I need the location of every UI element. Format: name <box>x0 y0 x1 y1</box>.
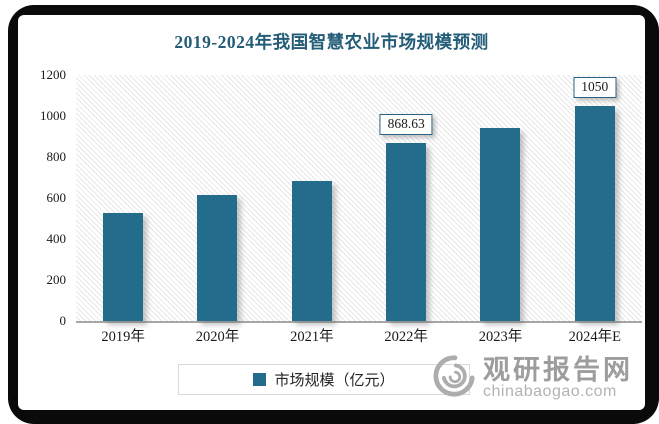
bar-2022年 <box>386 142 427 321</box>
x-axis-label-2020年: 2020年 <box>195 329 240 345</box>
x-axis-label-2022年: 2022年 <box>384 329 428 345</box>
y-axis-tick-1200: 1200 <box>40 67 66 82</box>
y-axis-tick-600: 600 <box>46 190 67 205</box>
chart-title: 2019-2024年我国智慧农业市场规模预测 <box>174 32 489 52</box>
bar-slot <box>76 75 170 321</box>
legend-label: 市场规模（亿元） <box>274 373 395 389</box>
bar-slot: 1050 <box>548 75 642 321</box>
bar-slot <box>453 75 547 321</box>
y-axis-tick-0: 0 <box>59 313 67 328</box>
x-axis-label-2019年: 2019年 <box>101 329 145 345</box>
bar-2020年 <box>197 194 238 321</box>
legend: 市场规模（亿元） <box>178 364 470 395</box>
bar-2021年 <box>291 180 332 321</box>
bar-slot: 868.63 <box>359 75 453 321</box>
watermark-site-url: chinabaogao.com <box>483 383 617 401</box>
x-axis-label-2023年: 2023年 <box>478 329 523 345</box>
chart-panel: 2019-2024年我国智慧农业市场规模预测 0 200 400 600 800 1000… <box>18 15 645 410</box>
data-label-2022年: 868.63 <box>379 113 433 135</box>
y-axis: 0 200 400 600 800 1000 1200 <box>18 67 67 328</box>
x-axis-label-2024年E: 2024年E <box>568 329 621 345</box>
plot-area: 868.63 1050 <box>76 75 642 323</box>
bar-slot <box>265 75 359 321</box>
x-axis-labels: 2019年 2020年 2021年 2022年 2023年 2024年E <box>76 325 642 347</box>
bar-2023年 <box>480 128 521 321</box>
legend-swatch-icon <box>253 373 267 386</box>
watermark-site-name: 观研报告网 <box>483 354 633 385</box>
bar-2019年 <box>103 213 144 321</box>
bar-slot <box>170 75 264 321</box>
x-axis-label-2021年: 2021年 <box>290 329 334 345</box>
watermark-text: 观研报告网 chinabaogao.com <box>483 356 633 401</box>
y-axis-tick-1000: 1000 <box>40 108 66 123</box>
chart-outer-frame: 2019-2024年我国智慧农业市场规模预测 0 200 400 600 800 1000… <box>8 5 659 424</box>
data-label-2024年E: 1050 <box>573 76 617 98</box>
y-axis-tick-800: 800 <box>46 149 67 164</box>
y-axis-tick-200: 200 <box>46 272 67 287</box>
y-axis-tick-400: 400 <box>46 231 67 246</box>
bar-2024年E <box>574 105 615 321</box>
